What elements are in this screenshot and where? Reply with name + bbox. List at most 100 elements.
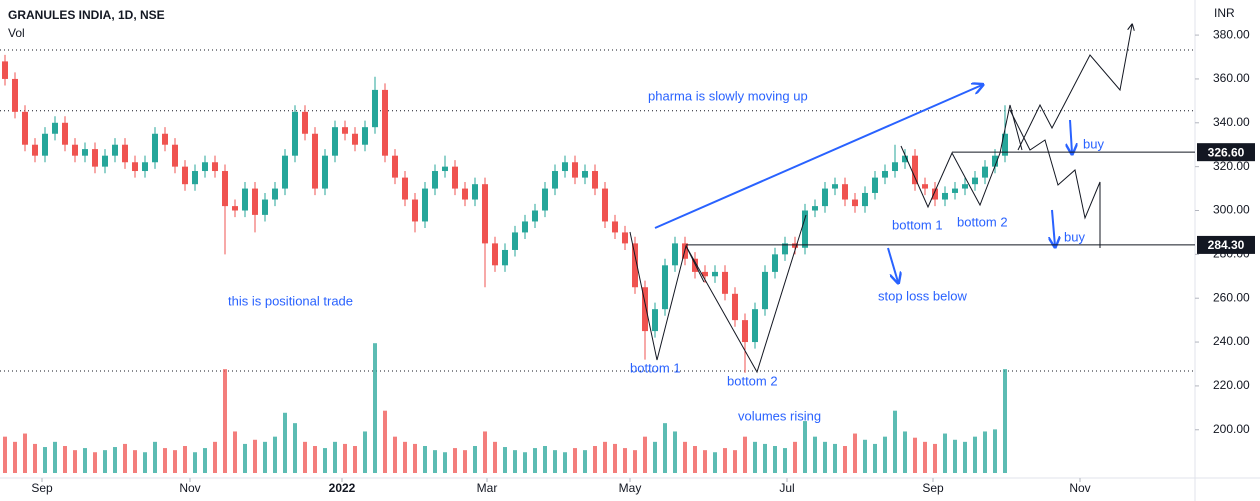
candle-body <box>582 171 588 178</box>
stop-arrow <box>887 247 898 282</box>
annotation: bottom 2 <box>727 373 778 388</box>
y-tick-label: 340.00 <box>1213 115 1250 129</box>
candle-body <box>342 127 348 134</box>
y-tick-label: 200.00 <box>1213 422 1250 436</box>
candle-body <box>192 171 198 185</box>
volume-bar <box>983 431 987 473</box>
volume-bar <box>863 439 867 473</box>
candle-body <box>422 188 428 222</box>
y-tick-label: 320.00 <box>1213 159 1250 173</box>
volume-bar <box>913 437 917 473</box>
candle-body <box>992 155 998 167</box>
zigzag <box>685 245 705 283</box>
volume-bar <box>723 448 727 473</box>
candle-body <box>972 177 978 185</box>
volume-bar <box>563 452 567 473</box>
volume-bar <box>463 450 467 473</box>
candle-body <box>672 243 678 266</box>
volume-bar <box>513 450 517 473</box>
volume-bar <box>153 441 157 473</box>
volume-bar <box>813 436 817 473</box>
annotation: buy <box>1083 136 1104 151</box>
volume-bar <box>933 443 937 473</box>
candle-body <box>282 155 288 189</box>
plot <box>0 49 1195 473</box>
volume-bar <box>583 450 587 473</box>
volume-bar <box>123 443 127 473</box>
volume-bar <box>833 443 837 473</box>
candle-body <box>942 192 948 200</box>
volume-bar <box>83 448 87 473</box>
x-tick-label: Jul <box>779 481 794 495</box>
volume-bar <box>163 448 167 473</box>
candle-body <box>2 61 8 79</box>
candle-body <box>152 133 158 163</box>
y-tick-label: 260.00 <box>1213 290 1250 304</box>
volume-label: Vol <box>8 26 25 40</box>
volume-bar <box>553 450 557 473</box>
y-tick-label: 240.00 <box>1213 334 1250 348</box>
candle-body <box>752 309 758 343</box>
volume-bar <box>633 450 637 473</box>
volume-bar <box>133 450 137 473</box>
volume-bar <box>113 447 117 473</box>
volume-bar <box>103 450 107 473</box>
volume-bar <box>523 452 527 473</box>
x-tick-label: Sep <box>922 481 944 495</box>
candle-body <box>482 184 488 244</box>
trend-arrow <box>654 85 982 229</box>
candle-body <box>772 254 778 272</box>
candle-body <box>292 111 298 156</box>
volume-bar <box>873 443 877 473</box>
volume-bar <box>613 443 617 473</box>
candle-body <box>572 162 578 178</box>
candle-body <box>892 162 898 172</box>
candle-body <box>62 122 68 145</box>
volume-bar <box>203 448 207 473</box>
candle-body <box>32 144 38 156</box>
volume-bar <box>823 441 827 473</box>
volume-bar <box>63 446 67 473</box>
volume-bar <box>223 369 227 473</box>
candle-body <box>452 166 458 189</box>
candle-body <box>592 171 598 189</box>
volume-bar <box>923 441 927 473</box>
price-tag <box>1197 143 1255 162</box>
volume-bar <box>233 431 237 473</box>
candle-body <box>102 155 108 167</box>
annotation: buy <box>1064 229 1085 244</box>
price-tag <box>1197 235 1255 254</box>
candle-body <box>412 199 418 222</box>
volume-bar <box>733 450 737 473</box>
x-tick-label: Sep <box>31 481 53 495</box>
candle-body <box>932 188 938 200</box>
candle-body <box>952 188 958 193</box>
volume-bar <box>193 452 197 473</box>
volume-bar <box>213 441 217 473</box>
volume-bar <box>493 441 497 473</box>
volume-bar <box>943 433 947 473</box>
candle-body <box>832 184 838 189</box>
volume-bar <box>43 447 47 473</box>
candle-body <box>662 265 668 310</box>
y-tick-label: 360.00 <box>1213 71 1250 85</box>
volume-bar <box>413 443 417 473</box>
volume-bar <box>453 448 457 473</box>
volume-bar <box>323 448 327 473</box>
candle-body <box>522 221 528 233</box>
volume-bar <box>963 441 967 473</box>
buy-arrow <box>1070 119 1072 153</box>
annotation: bottom 1 <box>892 217 943 232</box>
candle-body <box>922 184 928 189</box>
volume-bar <box>403 441 407 473</box>
candle-body <box>902 155 908 163</box>
volume-bar <box>143 452 147 473</box>
candle-body <box>302 111 308 134</box>
candle-body <box>702 271 708 277</box>
volume-bar <box>383 410 387 473</box>
candle-body <box>502 249 508 266</box>
candle-body <box>912 155 918 185</box>
candle-body <box>472 184 478 200</box>
volume-bar <box>743 436 747 473</box>
